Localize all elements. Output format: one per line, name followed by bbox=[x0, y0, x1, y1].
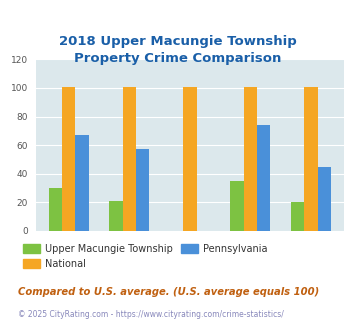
Bar bbox=[76, 135, 89, 231]
Bar bbox=[123, 86, 136, 231]
Bar bbox=[183, 86, 197, 231]
Bar bbox=[136, 149, 149, 231]
Bar bbox=[49, 188, 62, 231]
Text: 2018 Upper Macungie Township
Property Crime Comparison: 2018 Upper Macungie Township Property Cr… bbox=[59, 35, 296, 65]
Bar bbox=[257, 125, 271, 231]
Bar bbox=[109, 201, 123, 231]
Bar bbox=[244, 86, 257, 231]
Bar bbox=[304, 86, 318, 231]
Text: © 2025 CityRating.com - https://www.cityrating.com/crime-statistics/: © 2025 CityRating.com - https://www.city… bbox=[18, 311, 284, 319]
Legend: Upper Macungie Township, National, Pennsylvania: Upper Macungie Township, National, Penns… bbox=[23, 244, 267, 269]
Bar bbox=[230, 181, 244, 231]
Bar bbox=[318, 167, 331, 231]
Bar bbox=[291, 202, 304, 231]
Text: Compared to U.S. average. (U.S. average equals 100): Compared to U.S. average. (U.S. average … bbox=[18, 287, 319, 297]
Bar bbox=[62, 86, 76, 231]
